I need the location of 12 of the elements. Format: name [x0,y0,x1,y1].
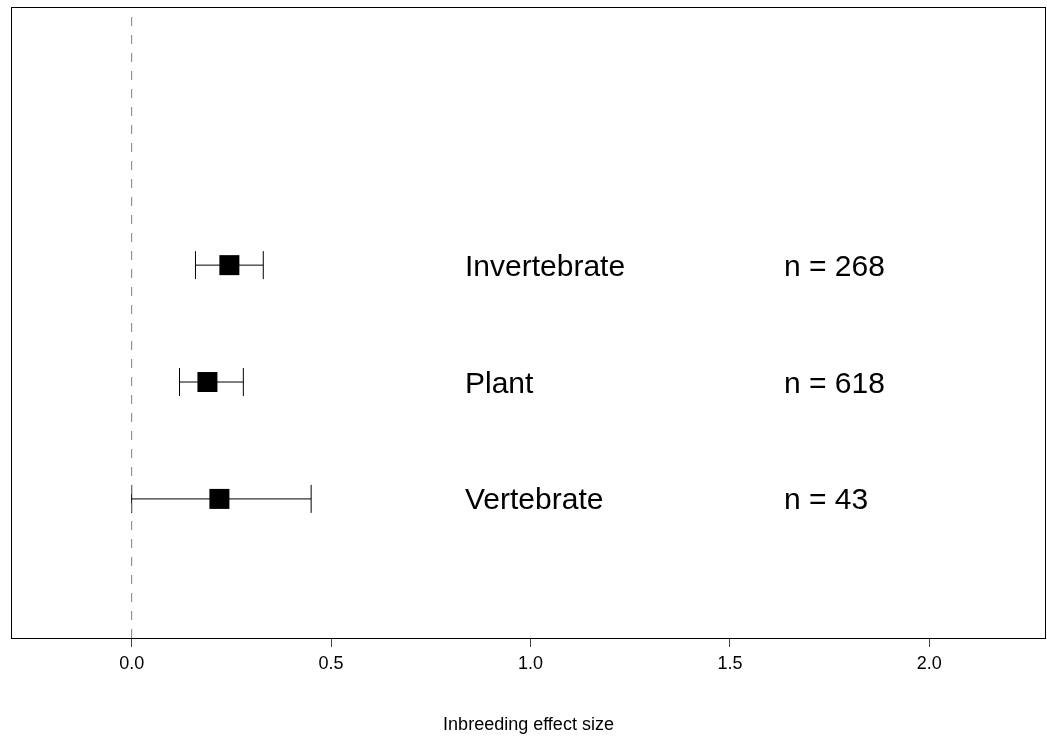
x-tick-label: 1.5 [717,652,743,673]
x-tick-label: 0.0 [119,652,145,673]
x-tick-label: 0.5 [318,652,344,673]
annotation: n = 618 [784,366,885,399]
annotation: n = 268 [784,249,885,282]
y-tick-label: Vertebrate [465,482,604,515]
y-tick-label: Plant [465,366,535,399]
x-tick-label: 1.0 [517,652,544,673]
x-tick-label: 2.0 [916,652,942,673]
annotation: n = 43 [784,482,869,515]
x-axis-title: Inbreeding effect size [443,713,614,734]
y-tick-label: Invertebrate [465,249,626,282]
